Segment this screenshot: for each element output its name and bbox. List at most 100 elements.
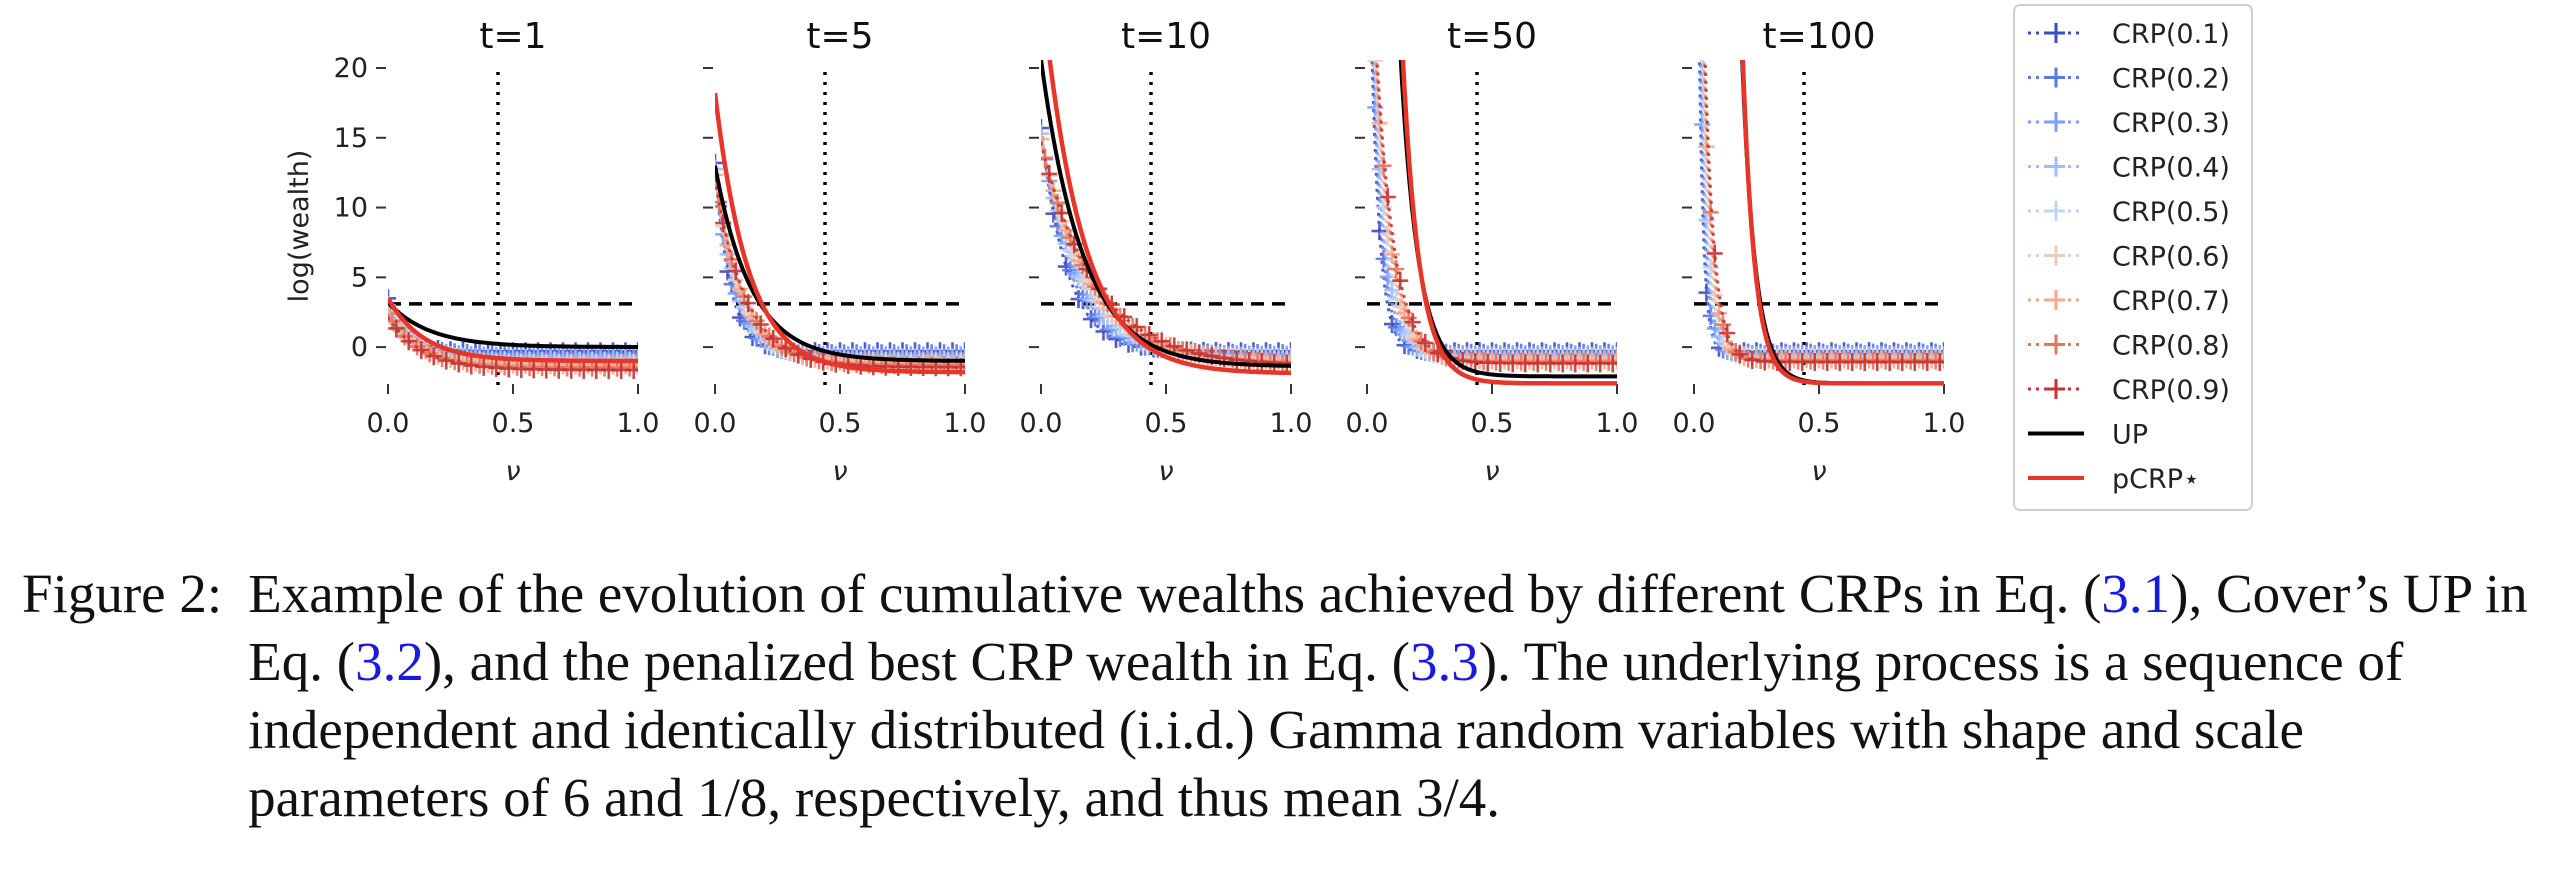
panel-title: t=5: [806, 16, 873, 57]
legend: CRP(0.1) CRP(0.2) CRP(0.3) CRP(0.4) CRP(0.5)…: [2013, 4, 2253, 511]
figure-plot: t=1 20 15 10 5 0 0.0 0.5 1.0 ν t=5 0.0 0.5 1.0 ν t=10 0.…: [284, 4, 2253, 511]
legend-label: CRP(0.1): [2112, 19, 2230, 50]
legend-entry: UP: [2028, 420, 2148, 451]
caption-text-part: ), Cover’s UP in Eq. (: [248, 563, 2528, 692]
series-line-pcrp: [1047, 60, 1291, 376]
caption-text: Example of the evolution of cumulative w…: [248, 560, 2542, 832]
equation-ref-3-2[interactable]: 3.2: [355, 631, 424, 692]
plot-area: [715, 92, 965, 377]
plot-area: [1367, 20, 1617, 386]
equation-ref-3-1[interactable]: 3.1: [2101, 563, 2171, 624]
legend-entry: CRP(0.8): [2028, 331, 2230, 362]
crp-marker: [625, 361, 638, 380]
legend-entry: CRP(0.1): [2028, 19, 2230, 50]
crp-marker: [1367, 20, 1383, 38]
crp-marker: [727, 262, 744, 281]
legend-plus-marker: [2047, 334, 2065, 355]
crp-marker: [1404, 313, 1421, 332]
equation-ref-3-3[interactable]: 3.3: [1410, 631, 1479, 692]
y-tick-label: 0: [351, 332, 368, 363]
plot-area: [1041, 60, 1291, 376]
series-line-up: [388, 301, 638, 349]
series-line-up: [1740, 60, 1944, 386]
crp-marker: [1041, 124, 1049, 143]
crp-marker: [715, 165, 723, 184]
crp-marker: [1931, 353, 1944, 372]
series-line-crp: [1041, 136, 1291, 362]
crp-marker: [388, 319, 405, 338]
series-line-pcrp: [1400, 60, 1617, 386]
crp-marker: [425, 347, 442, 366]
x-tick-label: 1.0: [1596, 408, 1639, 439]
panel-t-50: t=50 0.0 0.5 1.0 ν: [1346, 16, 1639, 487]
legend-entry: CRP(0.7): [2028, 286, 2230, 317]
crp-marker: [1041, 130, 1049, 149]
legend-label: CRP(0.3): [2112, 108, 2230, 139]
x-tick-label: 0.0: [1346, 408, 1389, 439]
crp-marker: [388, 289, 396, 308]
crp-marker: [400, 332, 417, 351]
x-tick-label: 0.5: [1471, 408, 1514, 439]
x-tick-label: 0.5: [492, 408, 535, 439]
caption-text-part: Example of the evolution of cumulative w…: [248, 563, 2102, 624]
legend-plus-marker: [2047, 112, 2065, 132]
y-tick-label: 20: [334, 53, 368, 84]
crp-marker: [1141, 326, 1158, 345]
x-tick-label: 0.0: [694, 408, 737, 439]
legend-plus-marker: [2047, 67, 2065, 88]
legend-plus-marker: [2047, 23, 2065, 43]
caption-label: Figure 2:: [22, 563, 223, 624]
crp-marker: [1706, 244, 1723, 263]
legend-entry: pCRP⋆: [2028, 464, 2200, 495]
legend-label: CRP(0.4): [2112, 153, 2230, 184]
crp-marker: [1731, 345, 1748, 364]
crp-marker: [1719, 324, 1736, 343]
panel-t-5: t=5 0.0 0.5 1.0 ν: [694, 16, 987, 487]
plot-area: [1694, 21, 1944, 386]
crp-marker: [1392, 271, 1409, 290]
series-line-up: [1041, 60, 1291, 368]
crp-marker: [1375, 156, 1392, 175]
x-tick-label: 1.0: [617, 408, 660, 439]
x-tick-label: 1.0: [1923, 408, 1966, 439]
legend-plus-marker: [2047, 201, 2065, 221]
x-tick-label: 0.0: [1673, 408, 1716, 439]
panel-title: t=1: [479, 16, 546, 57]
y-axis-label: log(wealth): [284, 150, 315, 303]
crp-marker: [1367, 60, 1384, 70]
crp-marker: [1702, 203, 1719, 222]
x-axis-label: ν: [1811, 456, 1826, 487]
crp-marker: [1053, 204, 1070, 223]
y-tick-label: 5: [351, 262, 368, 293]
crp-marker: [413, 341, 430, 360]
x-tick-label: 0.5: [819, 408, 862, 439]
crp-marker: [740, 294, 757, 313]
crp-marker: [752, 315, 769, 334]
crp-marker: [1388, 260, 1405, 279]
x-tick-label: 1.0: [1270, 408, 1313, 439]
panel-title: t=100: [1763, 16, 1876, 57]
legend-label: CRP(0.5): [2112, 197, 2230, 228]
legend-entry: CRP(0.2): [2028, 64, 2230, 95]
panel-title: t=50: [1447, 16, 1537, 57]
legend-entry: CRP(0.5): [2028, 197, 2230, 228]
legend-entry: CRP(0.4): [2028, 153, 2230, 184]
crp-marker: [777, 339, 794, 358]
panel-title: t=10: [1121, 16, 1211, 57]
crp-marker: [1694, 21, 1710, 39]
crp-marker: [1278, 354, 1291, 373]
panel-t-1: t=1 20 15 10 5 0 0.0 0.5 1.0 ν: [334, 16, 660, 487]
legend-label: CRP(0.9): [2112, 375, 2230, 406]
caption-text-part: ). The underlying process is a sequence …: [248, 631, 2404, 828]
crp-marker: [1041, 119, 1049, 138]
crp-marker: [1128, 318, 1145, 337]
crp-marker: [450, 354, 467, 373]
crp-marker: [1604, 354, 1617, 373]
crp-marker: [1153, 332, 1170, 351]
legend-label: UP: [2112, 420, 2148, 451]
crp-marker: [1379, 188, 1396, 207]
x-axis-label: ν: [1158, 456, 1173, 487]
x-axis-label: ν: [505, 456, 520, 487]
panel-t-100: t=100 0.0 0.5 1.0 ν: [1673, 16, 1966, 487]
crp-marker: [715, 159, 723, 178]
